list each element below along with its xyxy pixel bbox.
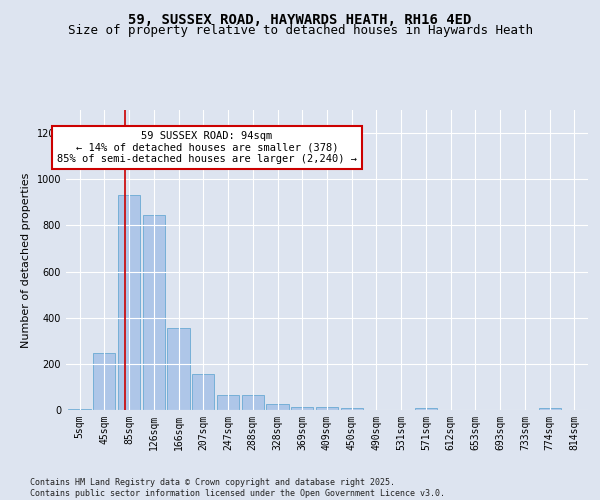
Bar: [415, 408, 437, 410]
Bar: [167, 328, 190, 410]
Bar: [143, 215, 165, 410]
Y-axis label: Number of detached properties: Number of detached properties: [21, 172, 31, 348]
Bar: [217, 395, 239, 410]
Bar: [192, 374, 214, 410]
Text: Contains HM Land Registry data © Crown copyright and database right 2025.
Contai: Contains HM Land Registry data © Crown c…: [30, 478, 445, 498]
Bar: [93, 353, 115, 410]
Bar: [242, 396, 264, 410]
Bar: [539, 408, 561, 410]
Bar: [266, 404, 289, 410]
Bar: [68, 409, 91, 410]
Text: 59, SUSSEX ROAD, HAYWARDS HEATH, RH16 4ED: 59, SUSSEX ROAD, HAYWARDS HEATH, RH16 4E…: [128, 12, 472, 26]
Text: Size of property relative to detached houses in Haywards Heath: Size of property relative to detached ho…: [67, 24, 533, 37]
Bar: [291, 406, 313, 410]
Text: 59 SUSSEX ROAD: 94sqm
← 14% of detached houses are smaller (378)
85% of semi-det: 59 SUSSEX ROAD: 94sqm ← 14% of detached …: [57, 131, 357, 164]
Bar: [316, 407, 338, 410]
Bar: [341, 408, 363, 410]
Bar: [118, 196, 140, 410]
